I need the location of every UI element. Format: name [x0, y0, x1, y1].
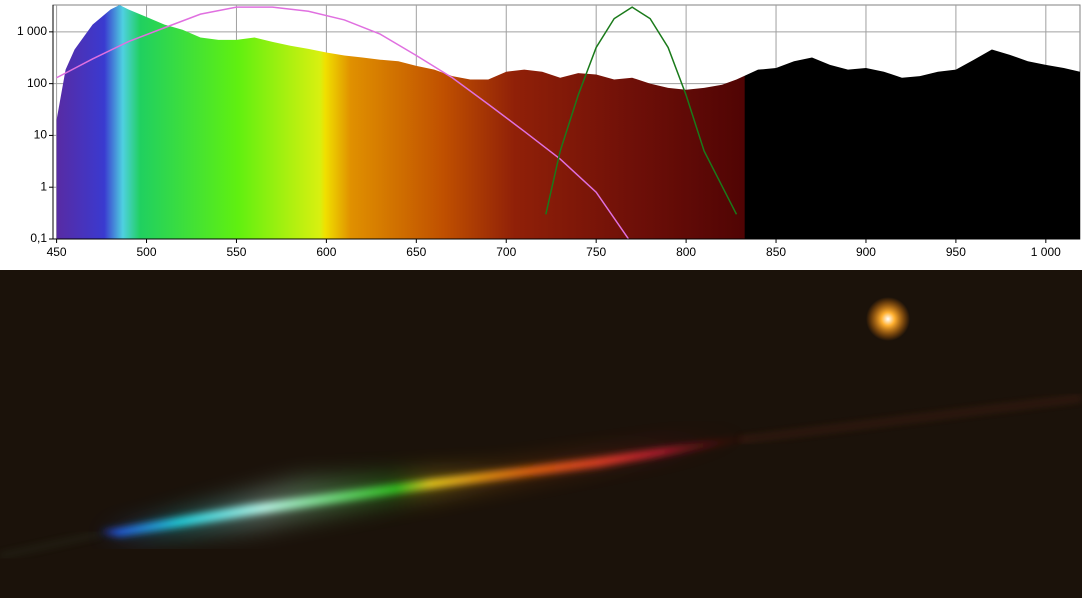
x-tick-label: 500 — [137, 245, 157, 259]
photo — [0, 270, 1082, 598]
star — [866, 297, 910, 341]
y-tick-label: 10 — [34, 128, 48, 142]
x-tick-label: 950 — [946, 245, 966, 259]
x-tick-label: 700 — [496, 245, 516, 259]
x-tick-label: 550 — [226, 245, 246, 259]
y-tick-label: 1 — [40, 179, 47, 193]
x-tick-label: 800 — [676, 245, 696, 259]
photo-background — [0, 270, 1082, 598]
x-tick-label: 900 — [856, 245, 876, 259]
y-tick-label: 0,1 — [30, 231, 47, 245]
x-tick-label: 600 — [316, 245, 336, 259]
figure: 450 500 550 600 650 700 750 800 850 900 950 1 000 0,… — [0, 0, 1082, 598]
spectrum-chart: 450 500 550 600 650 700 750 800 850 900 950 1 000 0,… — [17, 5, 1080, 259]
x-tick-label: 850 — [766, 245, 786, 259]
page: {"chart_data": {"type": "area", "yscale"… — [0, 0, 1082, 598]
y-tick-label: 1 000 — [17, 24, 47, 38]
y-tick-label: 100 — [27, 76, 47, 90]
x-tick-label: 750 — [586, 245, 606, 259]
x-tick-label: 450 — [47, 245, 67, 259]
x-tick-label: 1 000 — [1031, 245, 1061, 259]
x-tick-label: 650 — [406, 245, 426, 259]
